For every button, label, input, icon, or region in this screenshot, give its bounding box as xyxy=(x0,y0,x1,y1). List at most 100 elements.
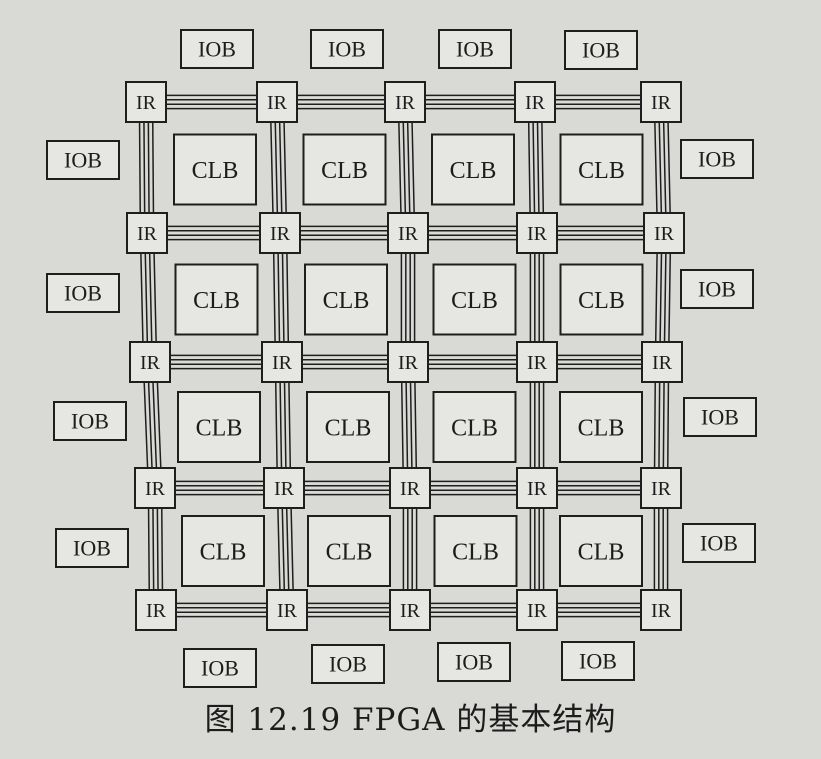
iob-left-2: IOB xyxy=(46,273,120,313)
clb-r2c3-label: CLB xyxy=(451,288,498,314)
iob-right-4: IOB xyxy=(682,523,756,563)
clb-r1c1: CLB xyxy=(173,133,257,206)
iob-right-1: IOB xyxy=(680,139,754,179)
clb-r1c3: CLB xyxy=(431,133,515,206)
clb-r1c4: CLB xyxy=(559,133,644,206)
ir-r4c2: IR xyxy=(263,467,305,509)
iob-right-4-label: IOB xyxy=(700,531,738,556)
clb-r1c3-label: CLB xyxy=(450,158,497,184)
ir-r5c2: IR xyxy=(266,589,308,631)
clb-r3c2-frame xyxy=(306,391,390,463)
iob-bottom-1-label: IOB xyxy=(201,656,239,681)
iob-left-3-frame xyxy=(53,401,127,441)
ir-r4c1-frame xyxy=(134,467,176,509)
v-channel-c2r2-wire-1 xyxy=(285,232,290,362)
clb-r2c3-frame xyxy=(432,263,517,336)
iob-top-4-label: IOB xyxy=(582,38,620,63)
ir-r5c2-frame xyxy=(266,589,308,631)
clb-r2c4: CLB xyxy=(559,263,644,336)
iob-top-2: IOB xyxy=(310,29,384,69)
clb-r4c3-label: CLB xyxy=(452,539,499,565)
ir-r1c5-label: IR xyxy=(651,92,672,114)
clb-r3c4-frame xyxy=(559,391,643,463)
v-channel-c1r2-wire-3 xyxy=(144,233,149,363)
v-channel-c4r1-wire-4 xyxy=(527,102,532,234)
v-channel-c5r1-wire-2 xyxy=(662,101,667,233)
iob-top-2-frame xyxy=(310,29,384,69)
v-channel-c5r1-wire-4 xyxy=(653,102,659,234)
ir-r3c3: IR xyxy=(387,341,429,383)
iob-top-1: IOB xyxy=(180,29,254,69)
clb-r4c1-label: CLB xyxy=(200,539,247,565)
ir-r2c2: IR xyxy=(259,212,301,254)
clb-r1c2-frame xyxy=(302,133,387,206)
h-channel-r2c2 xyxy=(280,225,408,241)
clb-r4c4-frame xyxy=(559,515,643,587)
ir-r4c2-label: IR xyxy=(274,478,295,500)
clb-r3c3-frame xyxy=(432,391,517,463)
iob-top-2-label: IOB xyxy=(328,37,366,62)
figure-caption: 图 12.19 FPGA 的基本结构 xyxy=(204,702,617,738)
iob-right-1-frame xyxy=(680,139,754,179)
ir-r2c2-frame xyxy=(259,212,301,254)
clb-r2c1: CLB xyxy=(174,263,259,336)
iob-left-1: IOB xyxy=(46,140,120,180)
clb-r4c1: CLB xyxy=(181,515,265,587)
v-channel-c2r2-wire-3 xyxy=(277,233,281,363)
iob-left-1-label: IOB xyxy=(64,148,102,173)
ir-r2c3-label: IR xyxy=(398,223,419,245)
ir-r3c4-frame xyxy=(516,341,558,383)
ir-r3c3-label: IR xyxy=(398,352,419,374)
v-channel-c5r2-wire-3 xyxy=(659,232,663,362)
ir-r4c1-label: IR xyxy=(145,478,166,500)
ir-r4c3: IR xyxy=(389,467,431,509)
ir-r1c1-frame xyxy=(125,81,167,123)
v-channel-c2r2-wire-2 xyxy=(281,232,285,362)
v-channel-c1r2 xyxy=(139,232,158,363)
ir-r5c1-frame xyxy=(135,589,177,631)
ir-r4c5-label: IR xyxy=(651,478,672,500)
clb-r4c3: CLB xyxy=(433,515,518,587)
h-channel-r5c3 xyxy=(410,602,537,618)
clb-r1c4-frame xyxy=(559,133,644,206)
clb-r4c4: CLB xyxy=(559,515,643,587)
clb-r1c4-label: CLB xyxy=(578,158,625,184)
h-channel-r1c2 xyxy=(277,94,405,110)
v-channel-c2r2 xyxy=(272,232,290,363)
iob-bottom-2: IOB xyxy=(311,644,385,684)
iob-bottom-1-frame xyxy=(183,648,257,688)
iob-bottom-2-frame xyxy=(311,644,385,684)
ir-r4c1: IR xyxy=(134,467,176,509)
iob-left-3-label: IOB xyxy=(71,409,109,434)
ir-r3c3-frame xyxy=(387,341,429,383)
clb-r3c3-label: CLB xyxy=(451,415,498,441)
v-channel-c4r1-wire-2 xyxy=(536,101,540,233)
v-channel-c1r1-wire-1 xyxy=(151,101,155,233)
ir-r4c4-label: IR xyxy=(527,478,548,500)
clb-r2c2: CLB xyxy=(304,263,388,336)
v-channel-c2r1 xyxy=(269,101,288,234)
clb-r3c2-label: CLB xyxy=(325,415,372,441)
ir-r5c4: IR xyxy=(516,589,558,631)
clb-array: CLB CLB CLB CLB CLB CLB CLB CLB CLB CLB CLB CLB CLB C… xyxy=(173,133,644,587)
ir-r3c4-label: IR xyxy=(527,352,548,374)
ir-r3c2-label: IR xyxy=(272,352,293,374)
ir-r2c3: IR xyxy=(387,212,429,254)
ir-r5c5-frame xyxy=(640,589,682,631)
iob-bottom-1: IOB xyxy=(183,648,257,688)
ir-r2c1-frame xyxy=(126,212,168,254)
v-channel-c5r2-wire-2 xyxy=(663,233,667,363)
ir-r1c2-label: IR xyxy=(267,92,288,114)
clb-r3c1-frame xyxy=(177,391,261,463)
clb-r1c1-frame xyxy=(173,133,257,206)
ir-r4c2-frame xyxy=(263,467,305,509)
iob-right-1-label: IOB xyxy=(698,147,736,172)
h-channel-r3c3 xyxy=(408,354,537,370)
v-channel-c5r2-wire-4 xyxy=(654,232,659,362)
ir-r5c5: IR xyxy=(640,589,682,631)
v-channel-c5r2 xyxy=(654,232,672,363)
clb-r1c2-label: CLB xyxy=(321,158,368,184)
ir-r3c2: IR xyxy=(261,341,303,383)
iob-right-2: IOB xyxy=(680,269,754,309)
ir-r2c1-label: IR xyxy=(137,223,158,245)
